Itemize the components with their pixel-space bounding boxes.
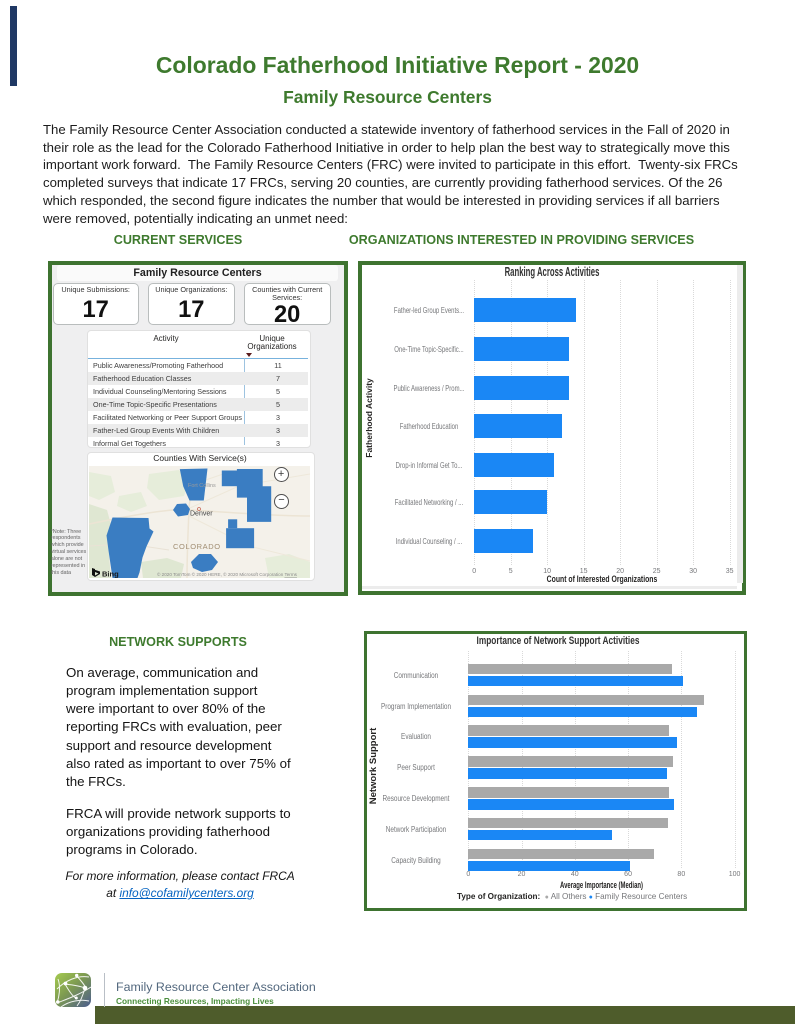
- svg-text:COLORADO: COLORADO: [173, 542, 221, 551]
- svg-text:© 2020 TomTom © 2020 HERE, © 2: © 2020 TomTom © 2020 HERE, © 2020 Micros…: [157, 571, 298, 577]
- svg-text:Bing: Bing: [102, 569, 119, 578]
- svg-text:Fort Collins: Fort Collins: [188, 483, 216, 489]
- svg-text:Denver: Denver: [190, 510, 213, 517]
